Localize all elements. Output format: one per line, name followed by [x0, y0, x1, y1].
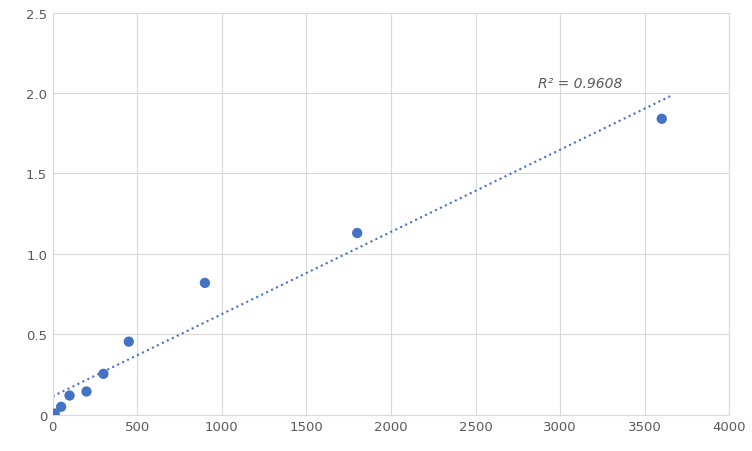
Point [63, 392, 75, 399]
Point [199, 280, 211, 287]
Point [98, 370, 110, 377]
Point [656, 116, 668, 123]
Point [351, 230, 363, 237]
Point [80, 388, 92, 395]
Point [55, 403, 67, 410]
Point [123, 338, 135, 345]
Point [49, 410, 61, 417]
Text: R² = 0.9608: R² = 0.9608 [538, 77, 623, 91]
